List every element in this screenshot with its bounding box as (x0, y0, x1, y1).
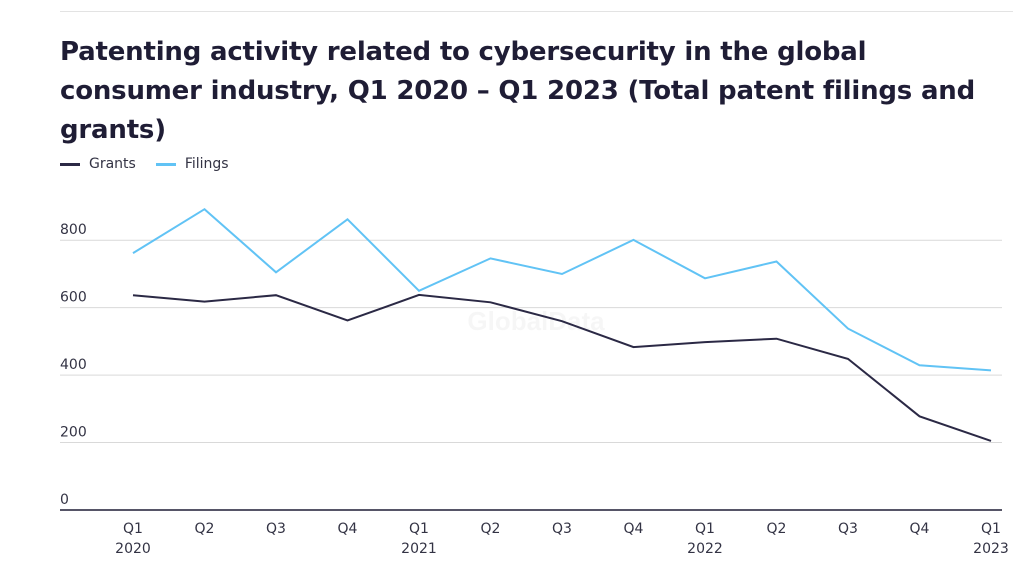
y-tick-label: 400 (60, 357, 87, 373)
data-point-filings[interactable] (699, 272, 711, 284)
legend: Grants Filings (60, 156, 249, 172)
data-point-grants[interactable] (199, 296, 211, 308)
top-divider (60, 11, 1013, 12)
legend-label-grants: Grants (89, 156, 136, 172)
data-point-filings[interactable] (270, 266, 282, 278)
data-point-grants[interactable] (914, 410, 926, 422)
watermark-text: GlobalData (467, 306, 605, 336)
x-tick-label: Q2 (481, 521, 501, 537)
data-point-filings[interactable] (985, 364, 997, 376)
y-tick-label: 800 (60, 222, 87, 238)
legend-swatch-grants (60, 162, 80, 166)
x-axis-ticks: Q1 2020 Q2 Q3 Q4 Q1 2021 Q2 Q3 Q4 Q1 2022 Q2 Q3 Q4 Q1 20… (115, 521, 1009, 557)
data-point-filings[interactable] (771, 255, 783, 267)
y-axis-ticks: 0 200 400 600 800 (60, 222, 87, 508)
data-point-grants[interactable] (842, 353, 854, 365)
x-tick-year-label: 2023 (973, 541, 1009, 557)
x-tick-label: Q1 (981, 521, 1001, 537)
y-tick-label: 200 (60, 425, 87, 441)
data-point-filings[interactable] (914, 359, 926, 371)
x-tick-year-label: 2020 (115, 541, 151, 557)
data-point-grants[interactable] (985, 435, 997, 447)
x-tick-year-label: 2021 (401, 541, 437, 557)
x-tick-label: Q3 (838, 521, 858, 537)
data-point-filings[interactable] (485, 252, 497, 264)
data-point-grants[interactable] (771, 333, 783, 345)
x-tick-label: Q4 (338, 521, 358, 537)
data-point-filings[interactable] (342, 213, 354, 225)
x-tick-label: Q1 (123, 521, 143, 537)
legend-item-filings[interactable]: Filings (155, 156, 229, 172)
data-point-grants[interactable] (413, 289, 425, 301)
gridlines (60, 239, 1002, 511)
data-point-filings[interactable] (628, 234, 640, 246)
data-point-filings[interactable] (199, 203, 211, 215)
legend-item-grants[interactable]: Grants (60, 156, 136, 172)
data-point-grants[interactable] (127, 289, 139, 301)
data-point-grants[interactable] (699, 336, 711, 348)
series-lines (127, 203, 997, 447)
legend-swatch-filings (155, 162, 176, 166)
x-tick-label: Q4 (624, 521, 644, 537)
x-tick-label: Q3 (552, 521, 572, 537)
x-tick-label: Q4 (910, 521, 930, 537)
data-point-filings[interactable] (127, 247, 139, 259)
y-tick-label: 0 (60, 492, 69, 508)
data-point-grants[interactable] (342, 314, 354, 326)
x-tick-label: Q1 (409, 521, 429, 537)
data-point-filings[interactable] (842, 323, 854, 335)
data-point-filings[interactable] (556, 268, 568, 280)
series-line-filings (132, 207, 992, 372)
y-tick-label: 600 (60, 290, 87, 306)
x-tick-label: Q2 (767, 521, 787, 537)
data-point-grants[interactable] (556, 315, 568, 327)
x-tick-label: Q3 (266, 521, 286, 537)
data-point-grants[interactable] (485, 296, 497, 308)
data-point-grants[interactable] (628, 341, 640, 353)
chart-title: Patenting activity related to cybersecur… (60, 37, 976, 145)
series-line-grants (132, 293, 992, 442)
x-tick-year-label: 2022 (687, 541, 723, 557)
x-tick-label: Q1 (695, 521, 715, 537)
legend-label-filings: Filings (184, 156, 229, 172)
x-tick-label: Q2 (195, 521, 215, 537)
data-point-grants[interactable] (270, 289, 282, 301)
